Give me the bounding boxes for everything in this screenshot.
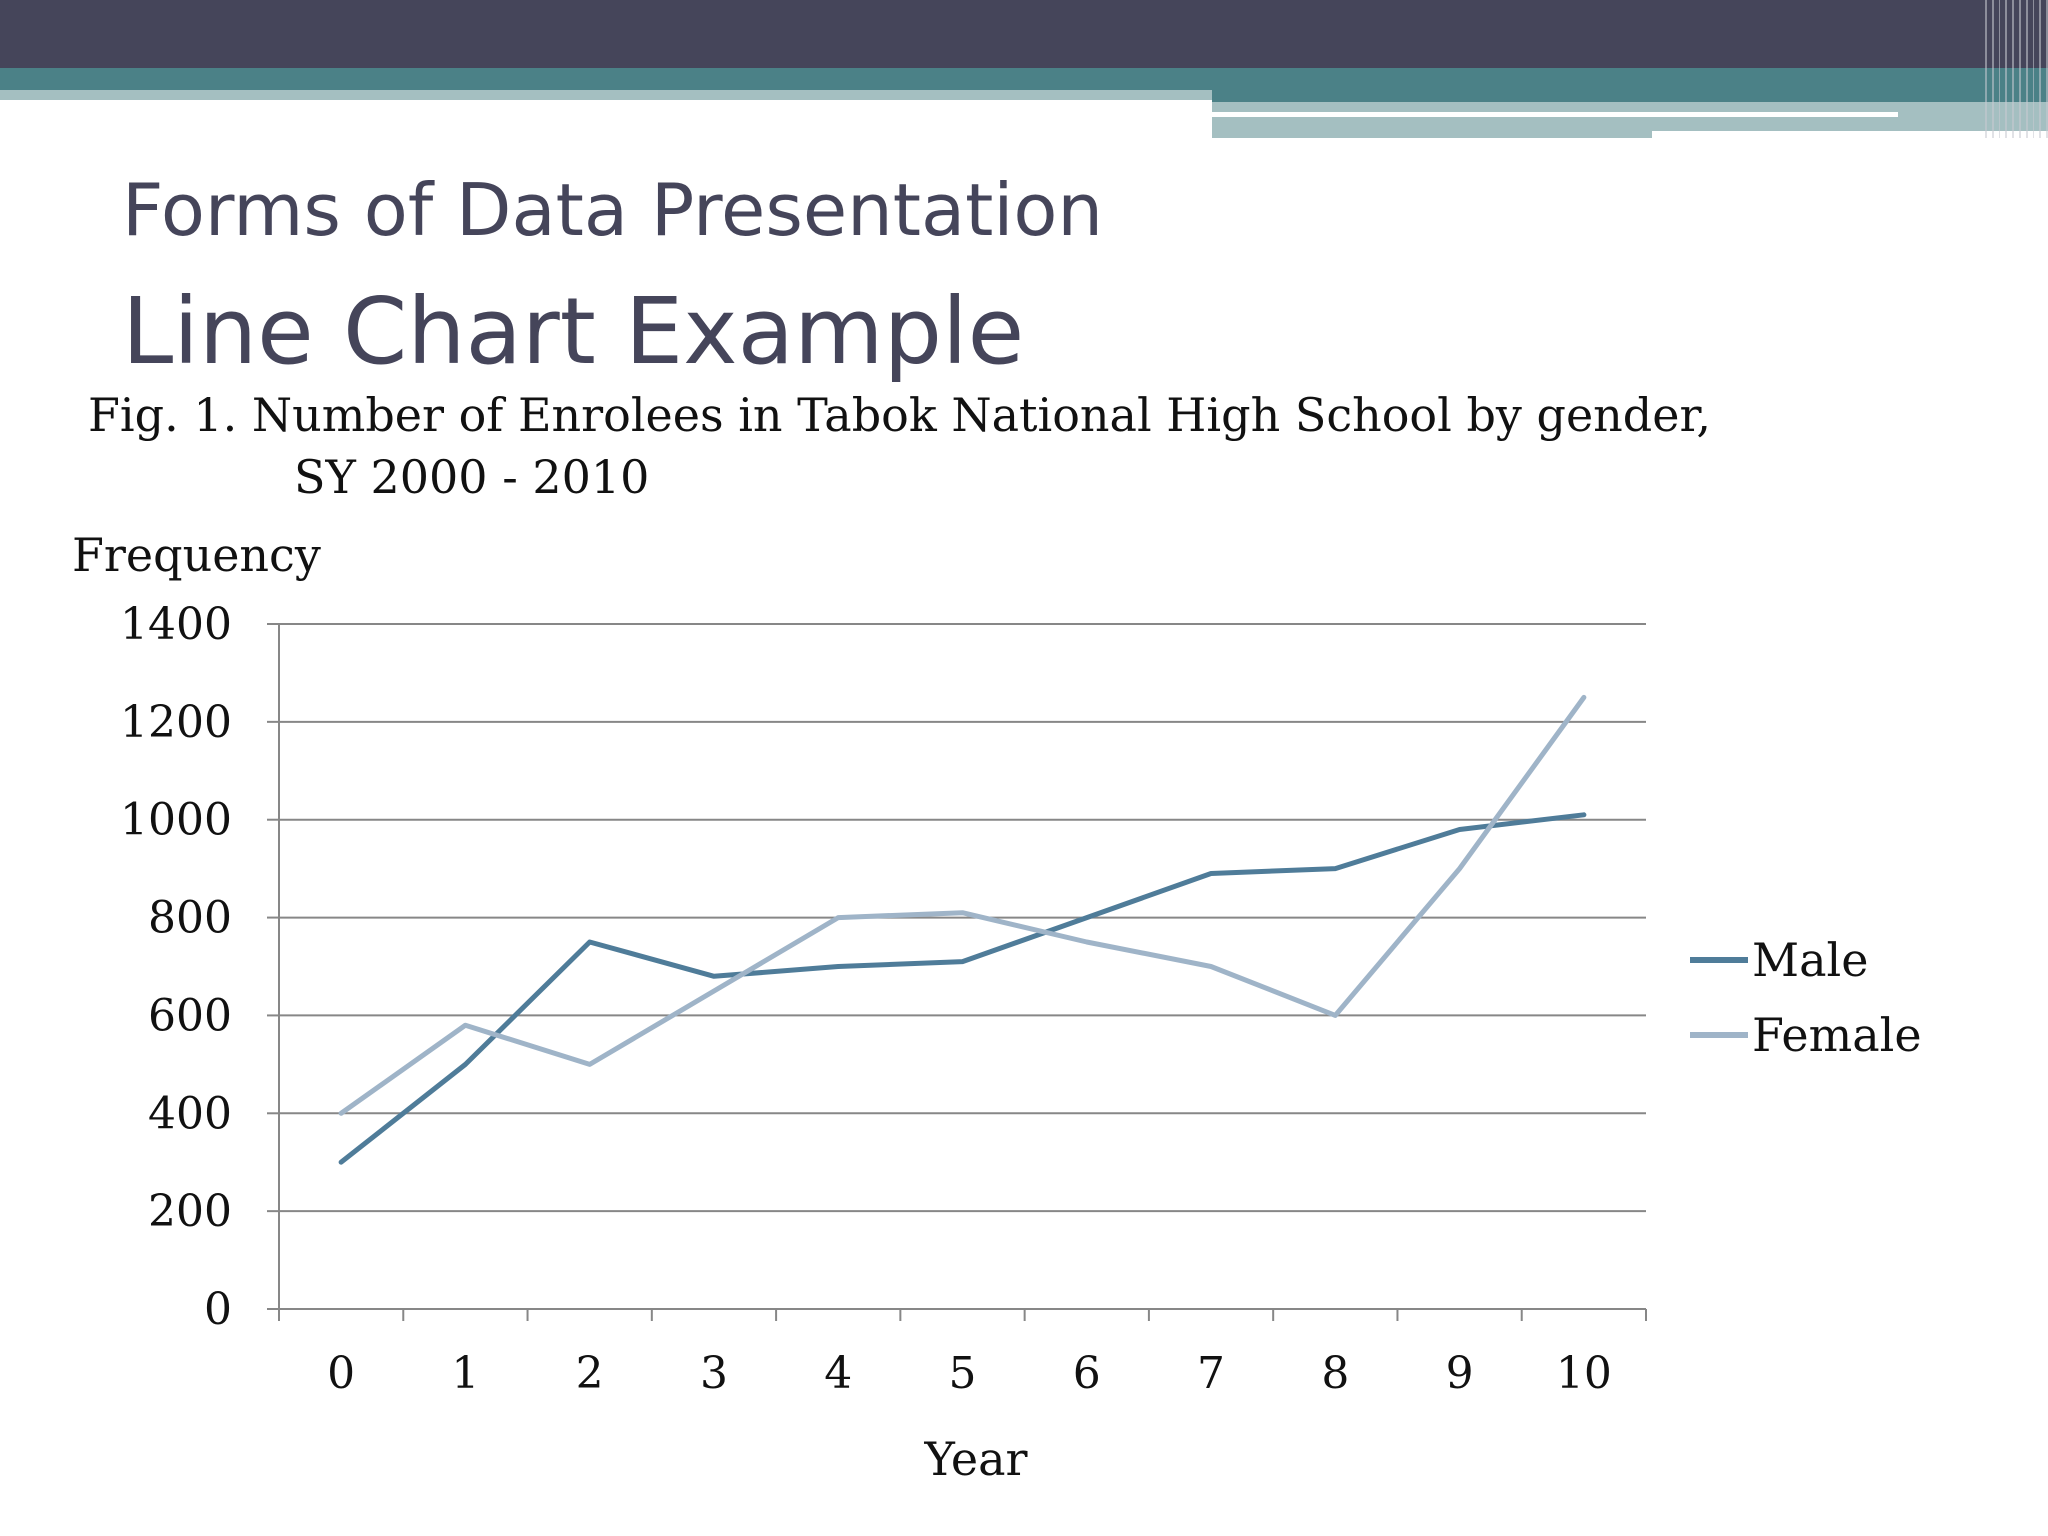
- x-tick-label: 3: [700, 1348, 728, 1399]
- header-band-teal: [0, 68, 2048, 90]
- header-band-teal-right: [1212, 90, 2048, 102]
- x-tick-label: 10: [1556, 1348, 1612, 1399]
- chart-subtitle: SY 2000 - 2010: [294, 450, 650, 504]
- x-tick-label: 7: [1197, 1348, 1225, 1399]
- y-tick-label: 1200: [120, 697, 232, 748]
- series-line-female: [338, 694, 1587, 1116]
- x-tick-label: 5: [949, 1348, 977, 1399]
- y-tick-label: 0: [204, 1284, 232, 1335]
- x-tick-label: 4: [824, 1348, 852, 1399]
- x-tick-label: 9: [1446, 1348, 1474, 1399]
- y-tick-label: 600: [148, 990, 232, 1041]
- y-tick-label: 200: [148, 1186, 232, 1237]
- slide-title: Forms of Data Presentation: [122, 168, 1104, 252]
- y-axis-label: Frequency: [72, 528, 321, 582]
- chart-title: Fig. 1. Number of Enrolees in Tabok Nati…: [88, 388, 1712, 442]
- y-tick-label: 1000: [120, 795, 232, 846]
- header-divider-bottom: [1652, 131, 2048, 138]
- x-tick-label: 0: [327, 1348, 355, 1399]
- x-tick-label: 1: [451, 1348, 479, 1399]
- legend-label-male: Male: [1752, 933, 1868, 987]
- header-divider-line: [1212, 112, 1898, 117]
- y-tick-label: 800: [148, 893, 232, 944]
- header-stripes-decoration: [1985, 0, 2048, 138]
- x-tick-label: 6: [1073, 1348, 1101, 1399]
- header-band-dark: [0, 0, 2048, 68]
- x-tick-label: 2: [576, 1348, 604, 1399]
- header-band-light: [0, 90, 1212, 100]
- slide-subtitle: Line Chart Example: [122, 278, 1025, 385]
- legend-label-female: Female: [1752, 1008, 1922, 1062]
- y-tick-label: 400: [148, 1088, 232, 1139]
- x-axis-label: Year: [923, 1432, 1027, 1486]
- x-tick-label: 8: [1321, 1348, 1349, 1399]
- chart-caption: Fig. 1. Number of Enrolees in Tabok Nati…: [88, 384, 1712, 508]
- plot-area: 0 200 400 600 800 1000 1200 1400 0 1 2 3 4 5 6 7 8 9 10 Mal…: [120, 599, 1922, 1399]
- series-line-male: [338, 812, 1587, 1165]
- y-tick-label: 1400: [120, 599, 232, 650]
